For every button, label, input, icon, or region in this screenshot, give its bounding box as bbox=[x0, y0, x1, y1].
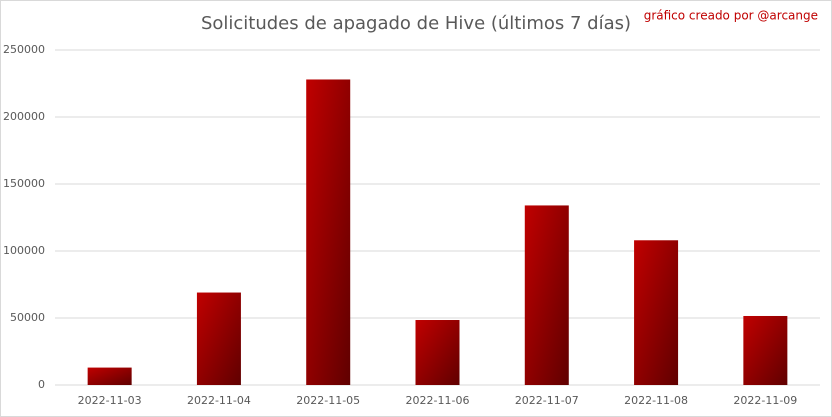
y-tick-label: 250000 bbox=[3, 43, 45, 56]
bar bbox=[306, 79, 351, 385]
x-tick-label: 2022-11-07 bbox=[515, 394, 579, 407]
bar bbox=[743, 315, 788, 385]
x-tick-label: 2022-11-09 bbox=[733, 394, 797, 407]
x-tick-label: 2022-11-05 bbox=[296, 394, 360, 407]
bar bbox=[634, 240, 679, 385]
bar bbox=[87, 367, 132, 385]
y-tick-label: 200000 bbox=[3, 110, 45, 123]
y-tick-label: 150000 bbox=[3, 177, 45, 190]
y-tick-label: 0 bbox=[38, 378, 45, 391]
y-tick-label: 50000 bbox=[10, 311, 45, 324]
x-tick-label: 2022-11-06 bbox=[406, 394, 470, 407]
bar bbox=[415, 320, 460, 385]
y-tick-label: 100000 bbox=[3, 244, 45, 257]
x-tick-label: 2022-11-04 bbox=[187, 394, 251, 407]
chart-title: Solicitudes de apagado de Hive (últimos … bbox=[201, 13, 631, 34]
x-tick-label: 2022-11-08 bbox=[624, 394, 688, 407]
bar bbox=[196, 292, 241, 385]
bar bbox=[524, 205, 569, 385]
x-tick-label: 2022-11-03 bbox=[78, 394, 142, 407]
annotation: gráfico creado por @arcange bbox=[644, 9, 818, 23]
